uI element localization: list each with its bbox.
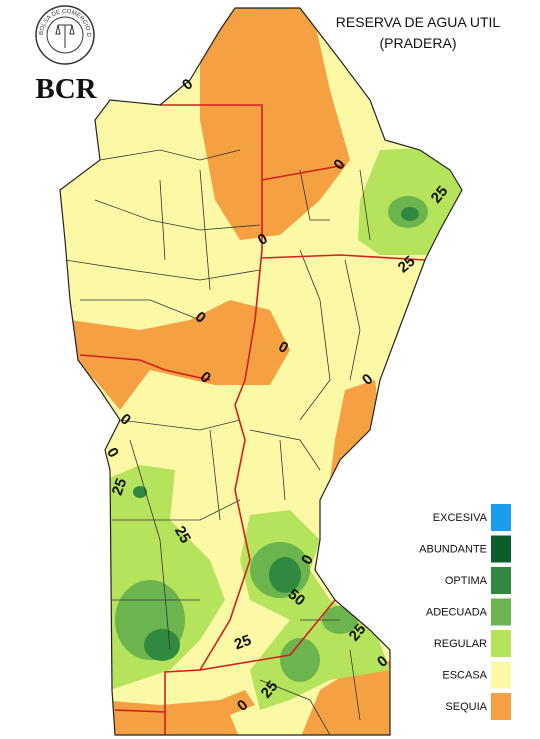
legend: EXCESIVA ABUNDANTE OPTIMA ADECUADA REGULAR ES… — [419, 504, 511, 720]
legend-label: REGULAR — [434, 638, 487, 650]
legend-swatch — [491, 535, 511, 563]
logo-text: BOLSA DE COMERCIO DE ROSARIO — [0, 0, 91, 38]
legend-label: OPTIMA — [445, 575, 488, 587]
legend-swatch — [491, 693, 511, 720]
subtitle: (PRADERA) — [379, 35, 456, 51]
legend-swatch — [491, 598, 511, 626]
logo-text-path: BOLSA DE COMERCIO DE ROSARIO — [0, 0, 91, 38]
legend-label: SEQUIA — [445, 701, 487, 713]
title: RESERVA DE AGUA UTIL — [336, 14, 501, 30]
legend-label: ABUNDANTE — [419, 543, 487, 555]
logo-abbr: BCR — [35, 73, 97, 105]
contour-label: 25 — [109, 476, 131, 497]
legend-swatch — [491, 504, 511, 531]
legend-swatch — [491, 630, 511, 657]
legend-label: ESCASA — [442, 669, 487, 681]
legend-swatch — [491, 567, 511, 594]
contour-label: 25 — [232, 632, 253, 654]
legend-label: ADECUADA — [426, 606, 488, 618]
logo: BOLSA DE COMERCIO DE ROSARIO — [0, 0, 95, 65]
legend-swatch — [491, 661, 511, 689]
contour-label: 25 — [171, 523, 194, 546]
legend-label: EXCESIVA — [433, 512, 488, 524]
